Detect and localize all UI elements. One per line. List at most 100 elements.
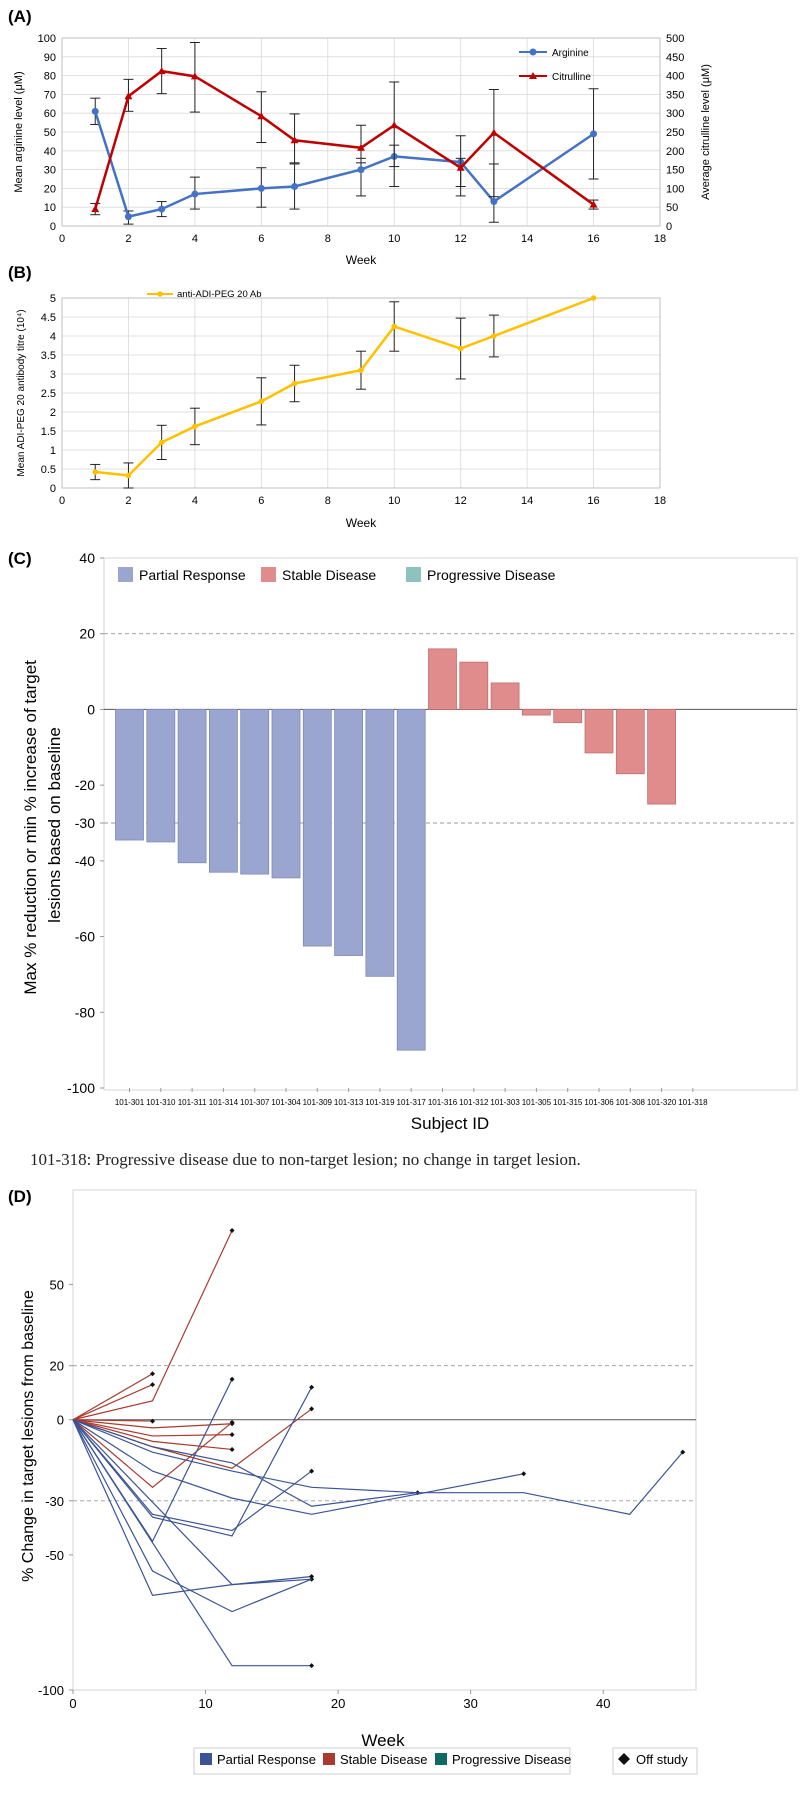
a-legend-citrulline: Citrulline — [552, 72, 591, 83]
c-bar-101-301 — [115, 709, 144, 841]
b-point-antibody — [457, 345, 464, 352]
a-y-tick-label: 0 — [50, 221, 56, 233]
c-y-tick-label: 40 — [79, 550, 95, 566]
d-patient-line-sd — [72, 1419, 233, 1451]
b-y-tick-label: 0 — [50, 483, 56, 495]
c-x-tick-label: 101-307 — [240, 1098, 270, 1107]
c-bar-101-309 — [302, 709, 332, 947]
b-point-antibody — [192, 423, 198, 430]
a-y-tick-label: 10 — [44, 202, 56, 214]
a-y2-tick-label: 100 — [666, 183, 684, 195]
d-patient-line-sd — [72, 1230, 233, 1421]
a-point-citrulline — [190, 72, 199, 80]
b-y-axis-label: Mean ADI-PEG 20 antibody titre (10⁴) — [16, 309, 27, 476]
b-y-tick-label: 3 — [50, 369, 56, 381]
c-bar-101-320 — [647, 709, 676, 805]
a-y2-tick-label: 500 — [666, 33, 684, 45]
d-y-axis-label: % Change in target lesions from baseline — [20, 1290, 37, 1582]
panel-d-label: (D) — [8, 1187, 32, 1206]
d-off-study-marker — [229, 1376, 235, 1382]
c-x-tick-label: 101-314 — [209, 1098, 239, 1107]
a-point-citrulline — [91, 205, 100, 213]
a-point-citrulline — [456, 163, 465, 171]
c-bar-101-313 — [334, 709, 364, 956]
a-x-tick-label: 0 — [59, 233, 65, 245]
a-point-citrulline — [257, 112, 266, 120]
c-bar-101-307 — [240, 709, 270, 875]
chart-a: (A) 0 10 20 30 40 50 60 70 80 90 100 0 2 4 6 8 10 12 14 16 1… — [8, 7, 712, 267]
c-bar-101-303 — [490, 682, 520, 710]
d-patient-line-sd — [72, 1373, 153, 1421]
a-x-axis-label: Week — [346, 253, 377, 267]
c-bar-101-306 — [584, 709, 614, 754]
c-x-tick-label: 101-306 — [584, 1098, 614, 1107]
chart-d: (D) -100 -50 -30 0 20 50 0 10 20 30 40 % Change in… — [8, 1187, 698, 1775]
d-legend-off: Off study — [636, 1752, 688, 1767]
a-y2-tick-label: 250 — [666, 127, 684, 139]
a-y2-tick-label: 200 — [666, 146, 684, 158]
b-y-tick-label: 1.5 — [41, 426, 56, 438]
b-legend-antibody: anti-ADI-PEG 20 Ab — [177, 289, 261, 300]
b-y-tick-label: 0.5 — [41, 464, 56, 476]
a-point-citrulline — [157, 67, 166, 75]
d-patient-line-pr — [72, 1419, 524, 1515]
c-x-tick-label: 101-312 — [459, 1098, 489, 1107]
d-off-study-marker — [521, 1471, 527, 1477]
c-bar-101-310 — [146, 709, 176, 843]
b-point-antibody — [391, 323, 398, 330]
b-y-tick-label: 1 — [50, 445, 56, 457]
panel-c-label: (C) — [8, 549, 32, 568]
d-x-tick-label: 40 — [596, 1696, 610, 1711]
a-legend-arginine: Arginine — [552, 48, 589, 59]
d-patient-line-sd — [72, 1419, 153, 1422]
a-y-tick-label: 30 — [44, 165, 56, 177]
d-off-study-marker — [229, 1419, 235, 1425]
d-legend: Partial Response Stable Disease Progress… — [193, 1747, 698, 1775]
a-y-tick-label: 100 — [38, 33, 56, 45]
d-off-study-marker — [150, 1418, 156, 1424]
c-bar-101-311 — [177, 709, 207, 864]
a-point-citrulline — [124, 92, 133, 100]
a-x-tick-label: 12 — [455, 233, 467, 245]
c-x-tick-label: 101-319 — [365, 1098, 395, 1107]
d-off-study-marker — [309, 1384, 315, 1390]
c-x-tick-label: 101-315 — [553, 1098, 583, 1107]
b-point-antibody — [590, 295, 597, 301]
b-x-tick-label: 6 — [258, 495, 264, 507]
a-point-arginine — [124, 213, 132, 221]
a-y2-tick-label: 50 — [666, 202, 678, 214]
a-point-arginine — [191, 190, 199, 198]
b-point-antibody — [291, 380, 298, 387]
c-x-tick-label: 101-316 — [428, 1098, 458, 1107]
b-x-tick-label: 8 — [325, 495, 331, 507]
c-bar-101-305 — [522, 709, 551, 716]
a-y2-tick-label: 0 — [666, 221, 672, 233]
c-bar-101-312 — [459, 661, 489, 710]
d-x-tick-label: 30 — [463, 1696, 477, 1711]
a-point-citrulline — [290, 136, 299, 144]
c-bar-101-316 — [428, 648, 457, 710]
a-y-tick-label: 70 — [44, 89, 56, 101]
b-y-tick-label: 4.5 — [41, 312, 56, 324]
d-x-axis-label: Week — [361, 1731, 405, 1750]
c-y-tick-label: -100 — [67, 1080, 95, 1096]
c-y-tick-label: 20 — [79, 626, 95, 642]
b-x-tick-label: 14 — [521, 495, 533, 507]
d-x-tick-label: 10 — [198, 1696, 212, 1711]
d-off-study-marker — [309, 1468, 315, 1474]
b-point-antibody — [358, 367, 364, 373]
d-y-tick-label: -30 — [45, 1494, 64, 1509]
a-y-tick-label: 80 — [44, 71, 56, 83]
a-x-tick-label: 4 — [192, 233, 198, 245]
c-bar-101-304 — [271, 709, 301, 879]
d-patient-line-sd — [72, 1384, 153, 1421]
a-x-tick-label: 18 — [654, 233, 666, 245]
a-y-tick-label: 90 — [44, 52, 56, 64]
a-point-arginine — [158, 205, 166, 213]
b-x-tick-label: 16 — [587, 495, 599, 507]
c-x-tick-label: 101-304 — [271, 1098, 301, 1107]
a-point-citrulline — [357, 143, 365, 151]
d-y-tick-label: 0 — [57, 1413, 64, 1428]
d-legend-sd: Stable Disease — [340, 1752, 427, 1767]
d-legend-pr: Partial Response — [217, 1752, 316, 1767]
